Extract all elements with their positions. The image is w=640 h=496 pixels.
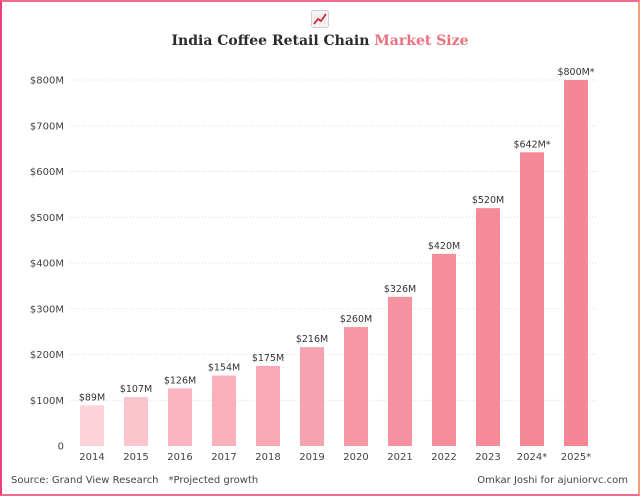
x-tick-label: 2025* (561, 452, 591, 463)
bar (344, 327, 368, 446)
chart-title: India Coffee Retail Chain Market Size (0, 33, 640, 49)
bar (520, 152, 544, 446)
bar (476, 208, 500, 446)
data-label: $89M (79, 392, 105, 403)
author-credit: Omkar Joshi for ajuniorvc.com (477, 475, 628, 486)
data-label: $520M (472, 195, 504, 206)
x-tick-label: 2020 (343, 452, 368, 463)
x-tick-label: 2014 (79, 452, 104, 463)
x-tick-label: 2018 (255, 452, 280, 463)
bar (256, 365, 280, 446)
x-tick-label: 2016 (167, 452, 192, 463)
x-tick-label: 2022 (431, 452, 456, 463)
data-label: $326M (384, 284, 416, 295)
bar (564, 80, 588, 446)
bar (388, 296, 412, 446)
x-tick-label: 2023 (475, 452, 500, 463)
y-tick-label: $300M (30, 304, 64, 315)
bar (168, 388, 192, 446)
data-label: $800M* (557, 67, 594, 78)
chart-increasing-icon (311, 10, 329, 28)
chart-title-accent: Market Size (374, 33, 469, 49)
bar (80, 405, 104, 446)
x-tick-label: 2015 (123, 452, 148, 463)
x-tick-label: 2021 (387, 452, 412, 463)
x-tick-label: 2024* (517, 452, 547, 463)
y-tick-label: $700M (30, 121, 64, 132)
data-label: $107M (120, 384, 152, 395)
projection-note: *Projected growth (168, 475, 259, 486)
chart-footer-left: Source: Grand View Research *Projected gr… (11, 475, 258, 486)
data-label: $642M* (513, 139, 550, 150)
y-tick-label: $400M (30, 259, 64, 270)
y-tick-label: $500M (30, 213, 64, 224)
data-label: $216M (296, 334, 328, 345)
data-label: $154M (208, 363, 240, 374)
data-label: $175M (252, 353, 284, 364)
data-label: $420M (428, 241, 460, 252)
x-tick-label: 2019 (299, 452, 324, 463)
chart-title-main: India Coffee Retail Chain (171, 33, 370, 49)
y-tick-label: $800M (30, 76, 64, 87)
y-tick-label: $100M (30, 396, 64, 407)
source-note: Source: Grand View Research (11, 475, 159, 486)
data-label: $126M (164, 375, 196, 386)
y-tick-label: $200M (30, 350, 64, 361)
data-label: $260M (340, 314, 372, 325)
y-tick-label: 0 (58, 442, 64, 453)
bar (124, 397, 148, 446)
bar (432, 253, 456, 446)
bar (212, 375, 236, 446)
y-tick-label: $600M (30, 167, 64, 178)
bar (300, 347, 324, 446)
x-tick-label: 2017 (211, 452, 236, 463)
